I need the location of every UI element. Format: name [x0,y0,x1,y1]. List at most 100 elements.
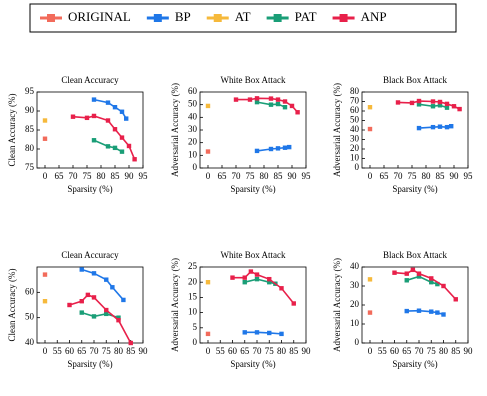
subplot: White Box Attack Sparsity (%) Adversarial … [170,250,311,369]
data-point [429,280,434,285]
data-point [247,97,253,102]
y-axis-label: Adversarial Accuracy (%) [332,258,342,352]
x-tick-label: 0 [206,346,211,356]
series-line [232,270,295,304]
x-tick-label: 60 [65,346,75,356]
data-point [416,102,422,107]
x-tick-label: 95 [139,171,149,181]
y-tick-label: 40 [350,261,360,271]
data-point [242,280,247,285]
x-tick-label: 65 [402,346,412,356]
data-point [242,275,247,280]
data-point [205,280,211,285]
plot-frame [36,266,144,344]
data-point [367,126,373,132]
y-tick-label: 20 [188,137,198,147]
data-point [79,299,84,304]
data-point [105,144,111,149]
y-tick-label: 0 [355,337,360,347]
x-tick-label: 70 [394,171,404,181]
data-point [430,124,436,130]
y-axis-label: Clean Accuracy (%) [7,269,17,342]
data-point [441,283,446,289]
data-point [282,105,288,110]
series-line [256,101,286,108]
data-point [444,101,450,107]
data-point [267,330,272,336]
data-point [91,138,97,143]
x-axis-label: Sparsity (%) [67,359,112,369]
x-tick-label: 90 [125,171,135,181]
x-tick-label: 80 [439,346,449,356]
y-tick-label: 0 [193,337,198,347]
y-tick-label: 0 [355,162,360,172]
series-line [394,268,457,300]
y-tick-label: 0 [193,162,198,172]
x-tick-label: 70 [90,346,100,356]
y-tick-label: 10 [188,307,198,317]
legend-marker [213,14,222,22]
data-point [91,314,97,319]
x-tick-label: 65 [77,346,87,356]
plot-frame [199,91,307,169]
subplot-title: White Box Attack [221,250,286,260]
data-point [409,100,415,106]
data-point [275,146,281,151]
data-point [242,330,247,335]
data-point [104,277,109,282]
x-tick-label: 90 [139,346,149,356]
data-point [110,285,115,290]
x-tick-label: 80 [114,346,124,356]
x-tick-label: 95 [464,171,474,181]
data-point [430,104,436,109]
x-tick-label: 85 [274,171,284,181]
data-point [392,270,397,275]
x-tick-label: 65 [380,171,390,181]
data-point [112,127,118,132]
data-point [410,267,416,273]
data-point [437,124,443,129]
x-tick-label: 70 [253,346,263,356]
data-point [416,274,422,279]
data-point [230,275,235,280]
subplot-title: Clean Accuracy [61,250,119,260]
x-tick-label: 0 [368,171,373,181]
data-point [279,331,284,337]
data-point [42,299,48,304]
y-tick-label: 30 [350,280,360,290]
y-tick-label: 70 [350,96,360,106]
data-point [254,148,260,154]
data-point [275,101,281,107]
data-point [268,146,274,152]
data-point [429,309,434,314]
plot-frame [199,266,307,344]
y-tick-label: 85 [25,124,35,134]
y-tick-label: 50 [25,312,35,322]
y-tick-label: 15 [188,291,198,301]
data-point [79,267,84,272]
y-tick-label: 40 [25,337,35,347]
data-point [254,330,260,335]
x-tick-label: 55 [216,346,226,356]
data-point [205,103,211,109]
legend-label: BP [175,9,191,24]
y-axis-label: Clean Accuracy (%) [7,94,17,167]
data-point [435,281,440,287]
data-point [268,102,274,107]
data-point [291,301,296,306]
x-tick-label: 65 [55,171,65,181]
data-point [282,145,288,150]
x-axis-label: Sparsity (%) [67,184,112,194]
data-point [84,115,90,121]
series-line [244,278,276,285]
data-point [205,331,211,337]
x-axis-label: Sparsity (%) [392,184,437,194]
x-axis-label: Sparsity (%) [392,359,437,369]
data-point [119,109,125,114]
data-point [416,271,422,276]
data-point [267,280,272,285]
data-point [85,292,91,298]
data-point [453,297,458,302]
data-point [42,272,48,277]
